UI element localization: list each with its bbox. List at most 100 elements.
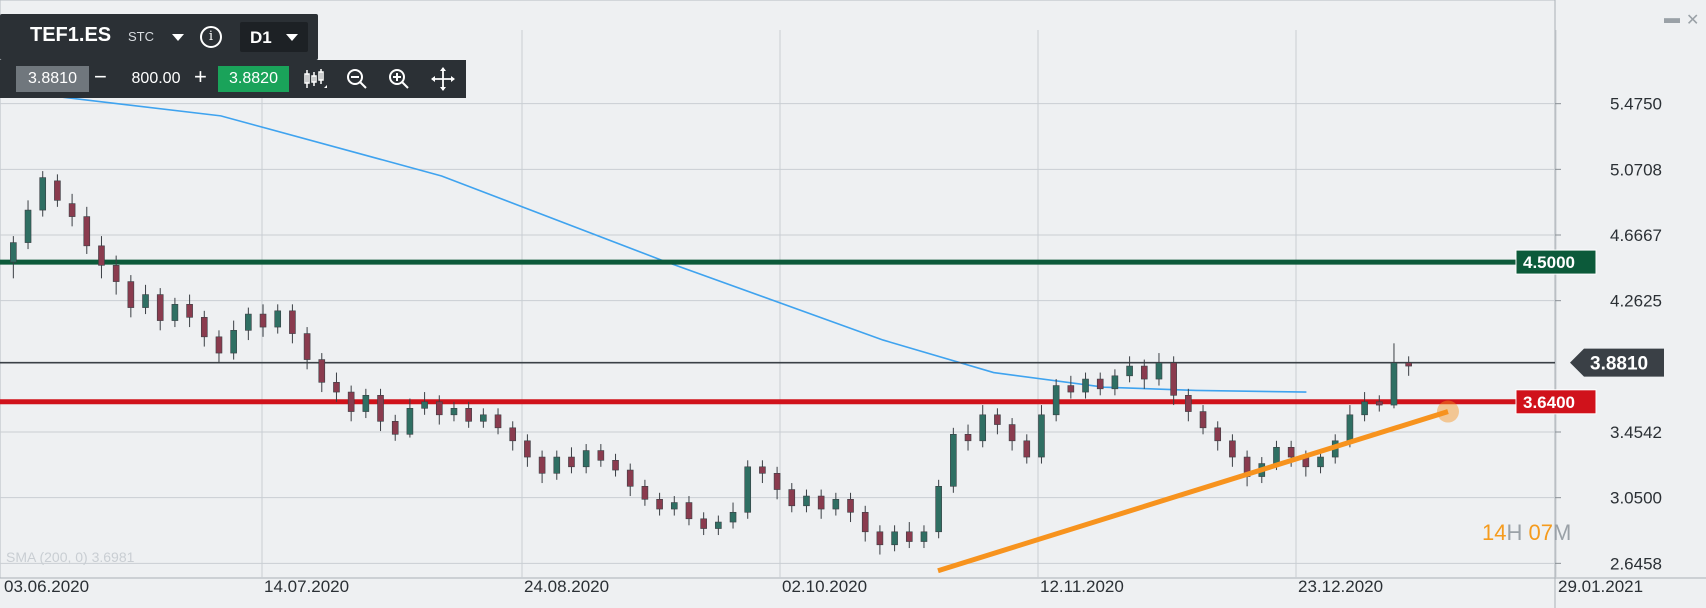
candle xyxy=(553,450,561,480)
candle-body xyxy=(142,294,149,308)
candle-body xyxy=(582,450,590,468)
candle xyxy=(347,385,355,422)
countdown-hours-unit: H xyxy=(1506,520,1523,545)
x-tick-label: 23.12.2020 xyxy=(1298,577,1383,596)
candle-body xyxy=(1214,427,1222,442)
quantity-input[interactable]: 800.00 xyxy=(131,70,181,87)
candle-body xyxy=(1199,411,1207,429)
candle-body xyxy=(1317,456,1324,468)
candle xyxy=(817,489,825,519)
candle xyxy=(568,447,575,474)
candle xyxy=(597,444,605,467)
candle-body xyxy=(347,391,355,412)
trendline-handle xyxy=(1437,400,1459,423)
candle-body xyxy=(1008,424,1016,442)
decrease-quantity-button[interactable]: − xyxy=(94,64,107,89)
candle xyxy=(318,353,326,393)
candle-body xyxy=(362,395,370,412)
timeframe-label: D1 xyxy=(250,28,272,47)
candle xyxy=(759,460,766,484)
candle xyxy=(259,304,267,337)
candle-body xyxy=(891,531,898,546)
candle xyxy=(1126,356,1133,383)
candle xyxy=(1067,375,1075,399)
candle xyxy=(186,294,193,328)
candle-body xyxy=(1052,385,1060,416)
candle-body xyxy=(421,401,428,409)
candle-body xyxy=(950,434,957,487)
timeframe-dropdown[interactable]: D1 xyxy=(240,22,308,52)
candlestick-chart-icon[interactable] xyxy=(302,66,328,92)
resistance-label: 4.5000 xyxy=(1523,253,1575,272)
candle xyxy=(861,505,869,542)
countdown-hours: 14 xyxy=(1482,520,1507,545)
candle-body xyxy=(788,489,796,507)
candle xyxy=(803,489,810,513)
candle xyxy=(891,525,898,552)
candle xyxy=(465,401,472,428)
candle-body xyxy=(83,216,91,247)
candle xyxy=(377,388,384,432)
support-tag xyxy=(1515,389,1597,415)
candle-body xyxy=(200,317,208,338)
sell-price-button[interactable]: 3.8810 xyxy=(16,66,89,92)
candle xyxy=(847,492,854,523)
y-tick-label: 3.4542 xyxy=(1610,423,1662,442)
candle xyxy=(729,502,737,529)
candle xyxy=(1405,356,1412,376)
candle-body xyxy=(744,466,752,513)
candle-body xyxy=(112,265,120,282)
candle-body xyxy=(450,408,458,416)
candle-body xyxy=(171,304,179,321)
candle xyxy=(905,522,913,549)
candle-body xyxy=(494,414,502,429)
candle-body xyxy=(1185,395,1192,412)
candle-body xyxy=(803,495,810,507)
minimize-button[interactable]: ▬ xyxy=(1664,10,1680,27)
candle-body xyxy=(538,456,546,474)
candle xyxy=(950,427,957,493)
candle xyxy=(112,255,120,295)
candle xyxy=(391,414,399,441)
increase-quantity-button[interactable]: + xyxy=(194,64,207,89)
candle xyxy=(303,327,311,370)
candle-countdown: 14H 07M xyxy=(1482,520,1571,546)
symbol-label[interactable]: TEF1.ES xyxy=(30,24,112,46)
candle-body xyxy=(759,466,766,474)
info-icon[interactable]: i xyxy=(200,26,222,48)
move-icon[interactable] xyxy=(430,66,456,92)
candle xyxy=(582,444,590,474)
buy-price-button[interactable]: 3.8820 xyxy=(218,66,289,92)
candle xyxy=(1082,372,1089,399)
candle-body xyxy=(230,330,237,354)
candle xyxy=(289,304,296,344)
candle xyxy=(994,408,1001,435)
candle xyxy=(68,193,76,227)
candle xyxy=(935,479,942,539)
candle-body xyxy=(861,511,869,533)
candle-body xyxy=(289,310,296,334)
candle xyxy=(1008,418,1016,451)
close-button[interactable]: ✕ xyxy=(1686,12,1700,29)
x-tick-label: 29.01.2021 xyxy=(1558,577,1643,596)
candle-body xyxy=(24,209,32,243)
candle xyxy=(1038,405,1045,464)
instrument-chevron-down-icon[interactable] xyxy=(172,34,184,41)
candle-body xyxy=(1390,362,1398,406)
candle xyxy=(274,304,282,334)
candle-body xyxy=(876,531,884,546)
zoom-in-icon[interactable] xyxy=(386,66,412,92)
candle-body xyxy=(1375,401,1383,406)
candle-body xyxy=(626,469,634,487)
candle xyxy=(450,401,458,422)
candle-body xyxy=(509,427,517,442)
candle xyxy=(773,466,781,500)
x-tick-label: 14.07.2020 xyxy=(264,577,349,596)
candle xyxy=(1317,450,1324,474)
candle-body xyxy=(1126,365,1133,377)
candle-body xyxy=(964,434,972,442)
zoom-out-icon[interactable] xyxy=(344,66,370,92)
candle xyxy=(435,395,443,425)
candle xyxy=(39,171,47,217)
candle-body xyxy=(553,456,561,474)
